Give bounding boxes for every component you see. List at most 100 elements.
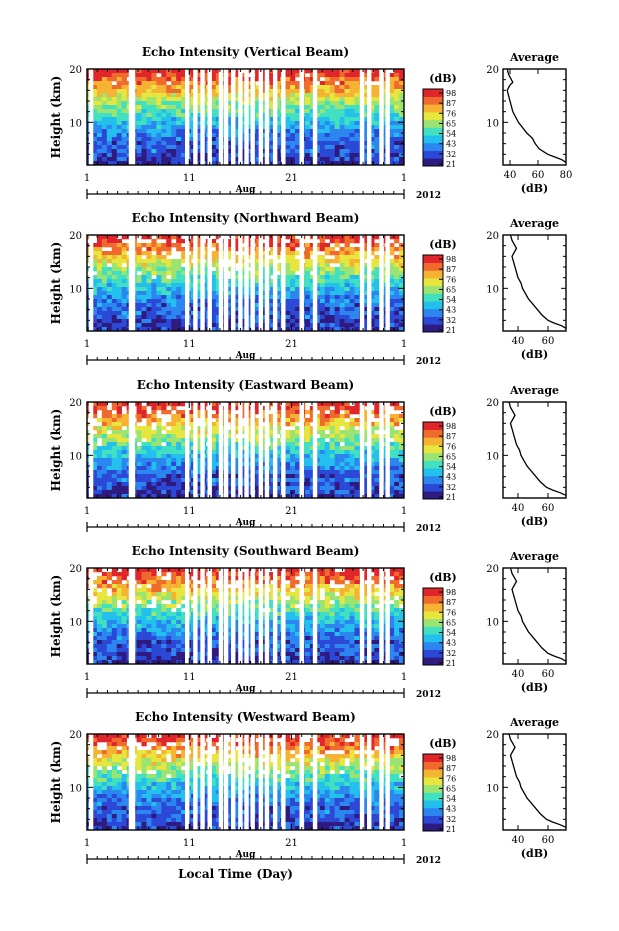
heatmap-cell xyxy=(181,422,187,427)
heatmap-cell xyxy=(329,458,335,463)
heatmap-cell xyxy=(329,430,335,435)
heatmap-cell xyxy=(374,402,380,407)
heatmap-cell xyxy=(389,85,395,90)
heatmap-cell xyxy=(136,89,142,94)
heatmap-cell xyxy=(389,327,395,332)
heatmap-cell xyxy=(141,426,147,431)
heatmap-cell xyxy=(116,263,122,268)
heatmap-cell xyxy=(304,486,311,491)
heatmap-cell xyxy=(369,77,375,82)
heatmap-cell xyxy=(364,323,370,328)
heatmap-cell xyxy=(240,137,246,142)
data-gap xyxy=(207,402,212,498)
heatmap-cell xyxy=(319,291,326,296)
heatmap-cell xyxy=(141,243,147,248)
heatmap-cell xyxy=(374,458,380,463)
heatmap-cell xyxy=(106,474,113,479)
heatmap-cell xyxy=(101,287,108,292)
heatmap-cell xyxy=(290,263,296,268)
heatmap-cell xyxy=(240,474,246,479)
heatmap-cell xyxy=(295,470,301,475)
heatmap-cell xyxy=(270,129,276,134)
heatmap-cell xyxy=(176,442,182,447)
heatmap-cell xyxy=(354,105,360,110)
heatmap-cell xyxy=(255,482,261,487)
heatmap-cell xyxy=(136,77,142,82)
heatmap-cell xyxy=(141,303,147,308)
heatmap-cell xyxy=(270,402,276,407)
heatmap-cell xyxy=(161,454,167,459)
heatmap-cell xyxy=(314,454,321,459)
heatmap-cell xyxy=(275,458,281,463)
heatmap-cell xyxy=(295,93,301,98)
heatmap-cell xyxy=(314,299,321,304)
heatmap-cell xyxy=(329,259,335,264)
heatmap-cell xyxy=(304,275,311,280)
heatmap-cell xyxy=(324,287,330,292)
heatmap-cell xyxy=(106,418,113,423)
heatmap-cell xyxy=(176,454,182,459)
heatmap-cell xyxy=(101,255,108,260)
heatmap-cell xyxy=(181,438,187,443)
heatmap-cell xyxy=(394,279,400,284)
heatmap-cell xyxy=(369,121,375,126)
heatmap-cell xyxy=(399,319,405,324)
heatmap-cell xyxy=(285,117,291,122)
heatmap-cell xyxy=(369,259,375,264)
heatmap-cell xyxy=(285,490,291,495)
heatmap-cell xyxy=(304,299,311,304)
heatmap-cell xyxy=(275,303,281,308)
heatmap-cell xyxy=(96,406,103,411)
heatmap-cell xyxy=(295,145,301,150)
heatmap-cell xyxy=(101,239,108,244)
heatmap-cell xyxy=(136,125,142,130)
heatmap-cell xyxy=(121,283,127,288)
heatmap-cell xyxy=(354,410,360,415)
heatmap-cell xyxy=(389,267,395,272)
heatmap-cell xyxy=(215,161,222,166)
colorbar-label: (dB) xyxy=(429,405,456,418)
heatmap-cell xyxy=(339,458,345,463)
heatmap-cell xyxy=(171,327,177,332)
heatmap-cell xyxy=(176,323,182,328)
heatmap-cell xyxy=(344,406,350,411)
heatmap-cell xyxy=(151,109,157,114)
heatmap-cell xyxy=(394,125,400,130)
heatmap-cell xyxy=(349,450,355,455)
heatmap-cell xyxy=(121,109,127,114)
heatmap-cell xyxy=(166,117,172,122)
heatmap-cell xyxy=(314,283,321,288)
heatmap-cell xyxy=(240,145,246,150)
heatmap-cell xyxy=(309,279,316,284)
profile-y-tick-label: 20 xyxy=(486,398,499,409)
heatmap-cell xyxy=(240,113,246,118)
heatmap-cell xyxy=(255,402,261,407)
heatmap-cell xyxy=(275,470,281,475)
heatmap-cell xyxy=(349,283,355,288)
heatmap-cell xyxy=(151,458,157,463)
heatmap-cell xyxy=(96,327,103,332)
heatmap-cell xyxy=(344,81,350,86)
heatmap-cell xyxy=(275,105,281,110)
data-gap xyxy=(231,69,236,165)
heatmap-cell xyxy=(389,275,395,280)
heatmap-cell xyxy=(156,470,162,475)
heatmap-cell xyxy=(156,311,162,316)
heatmap-cell xyxy=(295,121,301,126)
heatmap-cell xyxy=(151,69,157,74)
heatmap-cell xyxy=(176,430,182,435)
heatmap-cell xyxy=(255,113,261,118)
heatmap-cell xyxy=(369,430,375,435)
heatmap-cell xyxy=(141,406,147,411)
heatmap-cell xyxy=(111,271,118,276)
heatmap-cell xyxy=(369,145,375,150)
heatmap-cell xyxy=(101,161,108,166)
colorbar-frame xyxy=(422,254,444,333)
heatmap-cell xyxy=(111,430,118,435)
heatmap-cell xyxy=(270,446,276,451)
heatmap-cell xyxy=(156,279,162,284)
heatmap-cell xyxy=(141,117,147,122)
heatmap-cell xyxy=(349,93,355,98)
heatmap-cell xyxy=(349,311,355,316)
heatmap-cell xyxy=(369,235,375,240)
